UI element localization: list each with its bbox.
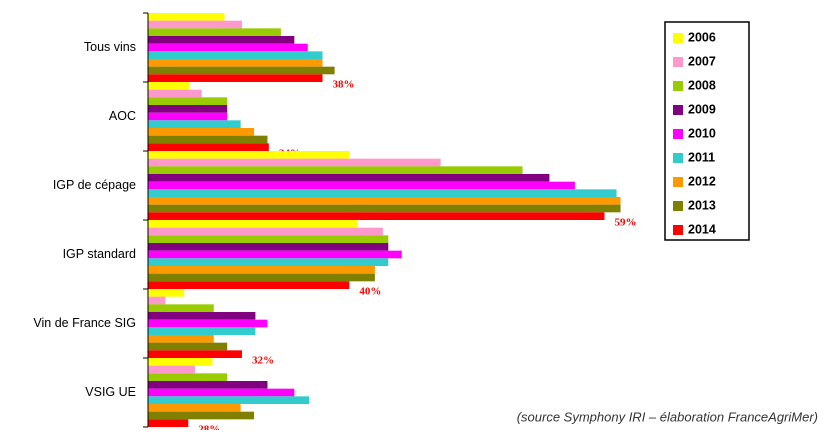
category-label: IGP standard [63,247,136,261]
bar [148,51,323,59]
legend-label: 2013 [688,198,716,212]
bar [148,143,269,151]
bar [148,204,621,213]
bar [148,411,255,420]
bar [148,289,185,297]
legend-swatch [673,57,683,67]
bar [148,266,375,274]
bar [148,120,241,128]
legend-swatch [673,33,683,43]
category-label: IGP de cépage [53,178,136,192]
category-label: VSIG UE [85,385,136,399]
legend-swatch [673,153,683,163]
legend-label: 2007 [688,54,716,68]
bar [148,350,242,358]
legend-label: 2009 [688,102,716,116]
bar [148,220,358,228]
bar [148,112,228,121]
bar [148,13,225,21]
bar [148,358,213,366]
bar [148,404,241,412]
legend-swatch [673,81,683,91]
bar [148,342,228,351]
bar [148,304,214,312]
bar [148,197,621,205]
bar [148,174,550,182]
legend-label: 2006 [688,30,716,44]
legend-label: 2011 [688,150,715,164]
bar [148,373,228,381]
bar [148,36,295,44]
bar [148,243,389,251]
bar [148,158,441,167]
legend-swatch [673,177,683,187]
legend-swatch [673,129,683,139]
bar [148,181,575,190]
bar [148,312,256,320]
bar [148,135,268,144]
bar [148,258,389,266]
legend-label: 2014 [688,222,716,236]
bar [148,59,323,67]
bar [148,227,383,236]
bar [148,151,350,159]
bar [148,66,335,75]
legend-label: 2012 [688,174,716,188]
bar [148,381,268,389]
bar [148,396,310,404]
bar [148,319,268,328]
bar [148,281,350,289]
bar [148,74,323,82]
bar [148,20,242,29]
bar [148,296,166,305]
bar [148,128,255,136]
bar [148,212,605,220]
bar [148,250,402,259]
bar [148,89,202,98]
source-note: (source Symphony IRI – élaboration Franc… [517,409,818,424]
legend-swatch [673,201,683,211]
bar [148,189,617,197]
bar [148,327,256,335]
value-label: 32% [252,355,274,367]
category-label: AOC [109,109,136,123]
value-label: 38% [333,79,355,91]
bar [148,43,308,52]
bar [148,335,214,343]
bar [148,273,375,282]
bar [148,28,281,36]
category-label: Vin de France SIG [33,316,136,330]
bar [148,105,228,113]
value-label: 28% [198,424,220,430]
bar [148,235,389,243]
bar [148,97,228,105]
category-label: Tous vins [84,40,136,54]
legend-label: 2010 [688,126,716,140]
legend-label: 2008 [688,78,716,92]
bar [148,82,190,90]
legend-swatch [673,105,683,115]
bar [148,419,189,427]
bar [148,388,295,397]
bar [148,365,195,374]
value-label: 40% [359,286,381,298]
bar [148,166,523,174]
value-label: 59% [614,217,636,229]
legend-swatch [673,225,683,235]
